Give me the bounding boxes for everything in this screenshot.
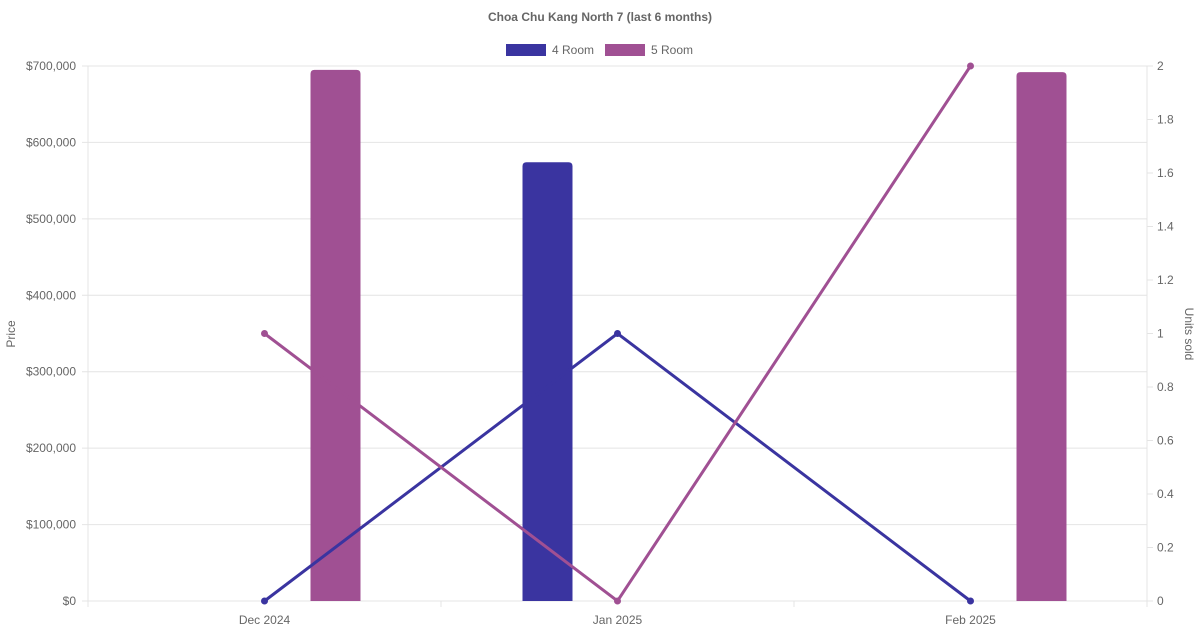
y2-tick-label: 1.6 [1157,166,1174,180]
point [261,597,268,605]
y2-axis-label: Units sold [1182,308,1196,361]
y2-tick-label: 1.2 [1157,273,1174,287]
legend-label: 5 Room [651,43,693,57]
y-tick-label: $200,000 [26,441,76,455]
point [614,597,621,605]
axes: $0 $100,000 $200,000 $300,000 $400,000 $500,0… [26,59,1174,627]
bars [310,69,1067,602]
y2-tick-label: 0.2 [1157,541,1174,555]
lines [261,62,974,605]
y-axis-label: Price [4,320,18,348]
gridlines [82,65,1153,607]
bar-4-room [522,162,573,602]
point [967,62,974,70]
y-tick-label: $700,000 [26,59,76,73]
y-tick-label: $300,000 [26,365,76,379]
y-tick-label: $100,000 [26,518,76,532]
y-tick-label: $0 [63,594,77,608]
legend-swatch [506,44,546,56]
legend-label: 4 Room [552,43,594,57]
y-tick-label: $400,000 [26,288,76,302]
legend-swatch [605,44,645,56]
chart-title: Choa Chu Kang North 7 (last 6 months) [488,10,712,24]
legend[interactable]: 4 Room 5 Room [506,43,693,57]
y-tick-label: $600,000 [26,135,76,149]
y2-tick-label: 0.6 [1157,434,1174,448]
point [261,330,268,337]
x-tick-label: Dec 2024 [239,613,291,627]
y-tick-label: $500,000 [26,212,76,226]
line-4-room [263,331,972,603]
x-tick-label: Jan 2025 [593,613,643,627]
y2-tick-label: 2 [1157,59,1164,73]
x-tick-label: Feb 2025 [945,613,996,627]
y2-tick-label: 1.4 [1157,220,1174,234]
y2-tick-label: 0.4 [1157,487,1174,501]
y2-tick-label: 1 [1157,327,1164,341]
bar-5-room [1016,72,1067,602]
y2-tick-label: 1.8 [1157,113,1174,127]
point [967,597,974,605]
y2-tick-label: 0.8 [1157,380,1174,394]
point [614,330,621,337]
y2-tick-label: 0 [1157,594,1164,608]
bar-5-room [310,69,361,602]
